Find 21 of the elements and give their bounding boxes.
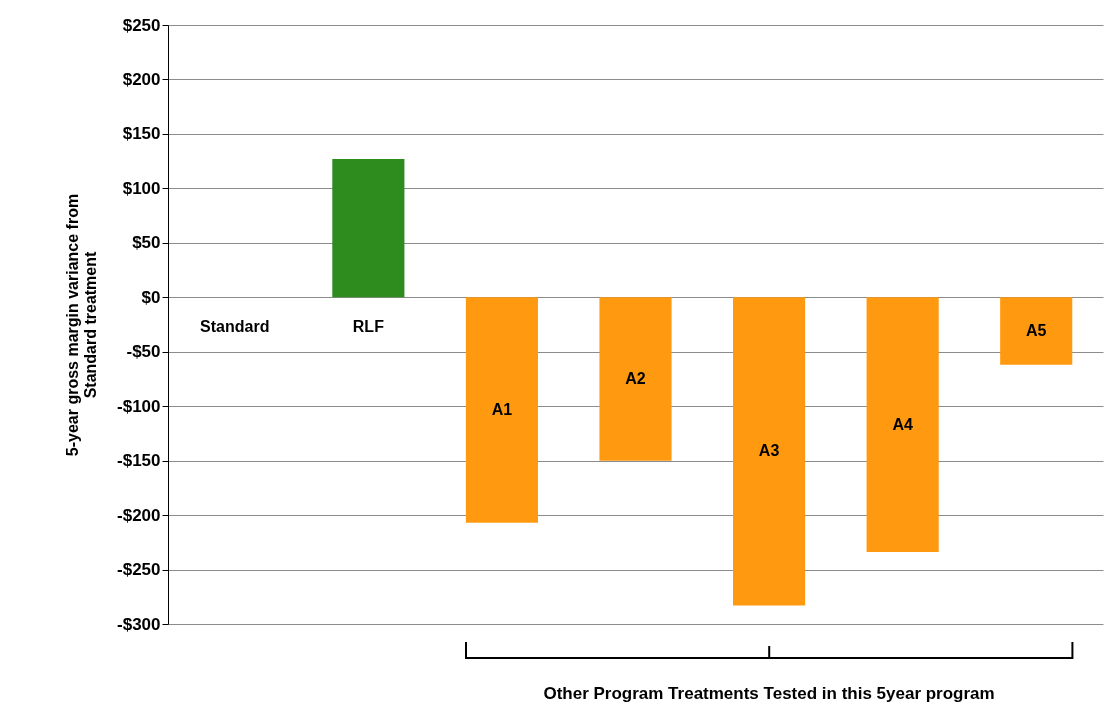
y-tick-label: $50 [132,233,161,253]
x-tick-label: RLF [352,318,385,336]
x-tick-label: A5 [1025,322,1047,340]
y-tick-label: $100 [122,178,161,198]
x-tick-label: A1 [491,400,513,418]
y-tick-label: -$200 [117,505,161,525]
text: Other Program Treatments Tested in this 5year program [543,684,995,704]
y-tick-label: -$300 [117,614,161,634]
y-tick-label: -$100 [117,396,161,416]
y-tick-label: -$250 [117,560,161,580]
y-tick-label: $200 [122,69,161,89]
x-tick-label: A3 [758,442,780,460]
y-tick-label: $0 [141,287,161,307]
y-tick-label: $150 [122,124,161,144]
y-tick-label: -$150 [117,451,161,471]
y-axis-title: 5-year gross margin variance from Standard treatment [64,193,100,457]
y-tick-label: -$50 [126,342,161,362]
x-tick-label: Standard [200,318,270,336]
x-tick-label: A4 [892,415,913,433]
x-tick-label: A2 [625,369,646,387]
y-tick-label: $250 [122,15,161,35]
